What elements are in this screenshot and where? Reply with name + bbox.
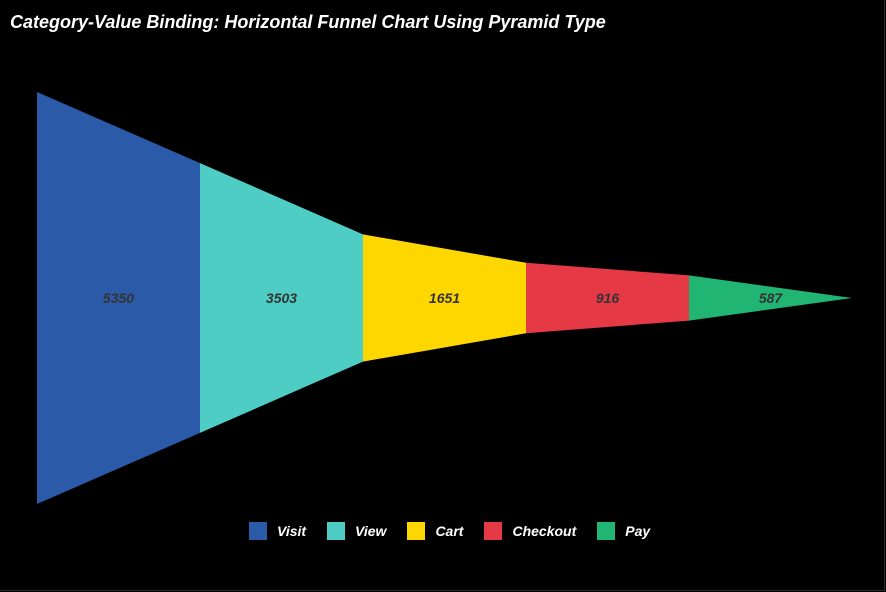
legend-label: View — [355, 523, 387, 539]
legend-item-checkout[interactable]: Checkout — [484, 522, 576, 540]
funnel-segment-checkout[interactable] — [526, 262, 689, 334]
funnel-segment-cart[interactable] — [363, 234, 526, 362]
chart-title: Category-Value Binding: Horizontal Funne… — [10, 12, 606, 32]
legend-swatch — [327, 522, 346, 540]
legend-item-pay[interactable]: Pay — [597, 522, 650, 540]
data-label-checkout: 916 — [596, 290, 620, 306]
legend-swatch — [249, 522, 267, 540]
legend-label: Checkout — [512, 523, 577, 539]
legend-swatch — [597, 522, 616, 540]
data-label-pay: 587 — [759, 290, 784, 306]
legend-item-cart[interactable]: Cart — [407, 522, 463, 540]
legend-item-visit[interactable]: Visit — [249, 522, 306, 540]
funnel-segment-view[interactable] — [200, 163, 363, 433]
legend-label: Visit — [277, 523, 307, 539]
data-label-visit: 5350 — [103, 290, 134, 306]
legend-swatch — [484, 522, 503, 540]
data-label-view: 3503 — [266, 290, 297, 306]
legend: Visit View Cart Checkout Pay — [249, 522, 671, 540]
legend-label: Pay — [625, 523, 651, 539]
legend-swatch — [407, 522, 426, 540]
funnel-segment-pay[interactable] — [689, 275, 852, 321]
legend-item-view[interactable]: View — [327, 522, 386, 540]
legend-label: Cart — [435, 523, 464, 539]
funnel-segment-visit[interactable] — [37, 92, 200, 504]
data-label-cart: 1651 — [429, 290, 460, 306]
